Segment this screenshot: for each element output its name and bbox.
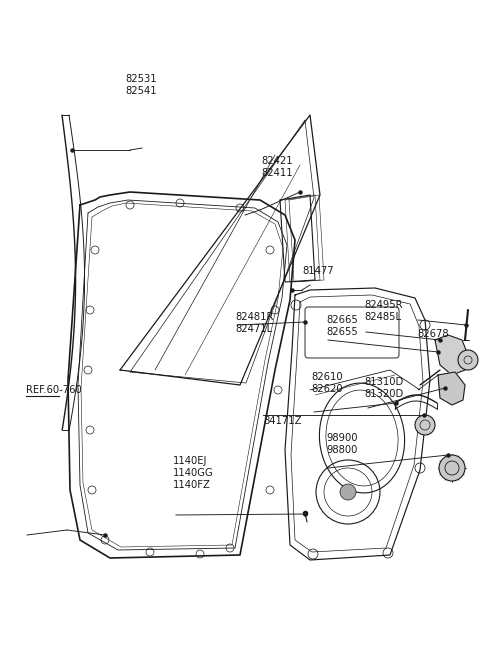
Text: 98900
98800: 98900 98800 [326,433,358,455]
Text: 82610
82620: 82610 82620 [311,372,343,394]
Text: 81477: 81477 [302,265,334,276]
Text: 81310D
81320D: 81310D 81320D [365,377,404,399]
Text: 1140EJ
1140GG
1140FZ: 1140EJ 1140GG 1140FZ [173,455,214,491]
Text: 82495R
82485L: 82495R 82485L [365,300,403,322]
Polygon shape [438,372,465,405]
Text: REF.60-760: REF.60-760 [26,384,82,395]
Text: 84171Z: 84171Z [263,415,301,426]
Circle shape [439,455,465,481]
Text: 82665
82655: 82665 82655 [326,315,358,337]
Circle shape [458,350,478,370]
Circle shape [415,415,435,435]
Text: 82678: 82678 [418,329,449,339]
Text: 82531
82541: 82531 82541 [126,74,157,96]
Text: 82421
82411: 82421 82411 [262,156,293,178]
Polygon shape [435,335,468,375]
Text: 82481R
82471L: 82481R 82471L [235,312,274,334]
Circle shape [340,484,356,500]
